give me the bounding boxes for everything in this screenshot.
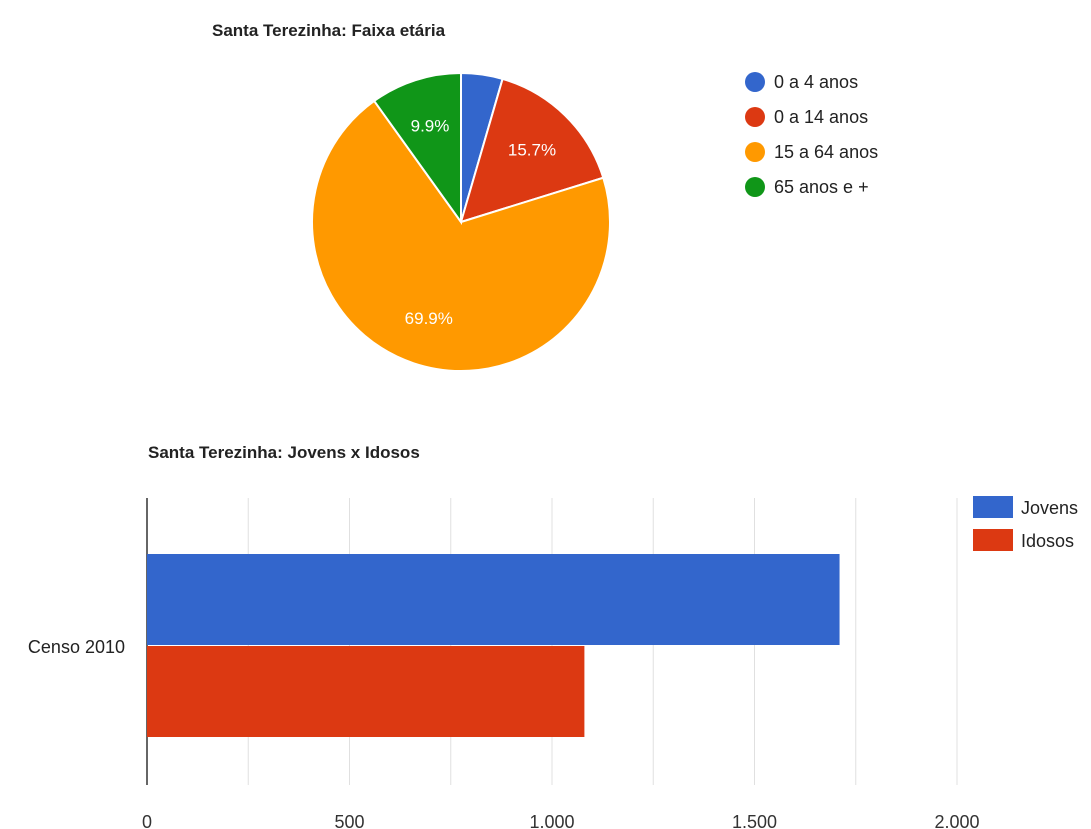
bar-legend-swatch xyxy=(973,529,1013,551)
x-tick-label: 2.000 xyxy=(934,812,979,829)
pie-legend-label: 0 a 14 anos xyxy=(774,107,868,127)
pie-slice-label: 9.9% xyxy=(411,117,450,136)
pie-chart: 15.7% 69.9% 9.9% xyxy=(311,71,611,372)
bar-chart-x-axis: 0 500 1.000 1.500 2.000 xyxy=(142,812,980,829)
pie-legend-label: 65 anos e + xyxy=(774,177,869,197)
x-tick-label: 1.500 xyxy=(732,812,777,829)
bar-chart-title: Santa Terezinha: Jovens x Idosos xyxy=(148,443,420,462)
pie-slice-label: 69.9% xyxy=(405,309,453,328)
bar-legend: Jovens Idosos xyxy=(973,496,1078,551)
pie-legend-marker xyxy=(745,107,765,127)
pie-legend-marker xyxy=(745,142,765,162)
bar-jovens xyxy=(147,554,840,645)
pie-slice xyxy=(459,77,605,224)
bar-idosos xyxy=(147,646,585,737)
bar-legend-swatch xyxy=(973,496,1013,518)
bar-chart-y-axis: Censo 2010 xyxy=(28,637,125,657)
pie-slice-label: 15.7% xyxy=(508,141,556,160)
pie-legend: 0 a 4 anos 0 a 14 anos 15 a 64 anos 65 anos… xyxy=(745,72,878,197)
pie-legend-label: 0 a 4 anos xyxy=(774,72,858,92)
x-tick-label: 1.000 xyxy=(529,812,574,829)
pie-legend-marker xyxy=(745,177,765,197)
pie-slice xyxy=(372,71,462,226)
pie-chart-title: Santa Terezinha: Faixa etária xyxy=(212,21,446,40)
pie-legend-label: 15 a 64 anos xyxy=(774,142,878,162)
category-label: Censo 2010 xyxy=(28,637,125,657)
bar-legend-label: Jovens xyxy=(1021,498,1078,518)
bar-legend-label: Idosos xyxy=(1021,531,1074,551)
x-tick-label: 0 xyxy=(142,812,152,829)
pie-legend-marker xyxy=(745,72,765,92)
bar-chart-bars xyxy=(147,554,840,737)
pie-slice xyxy=(311,99,611,372)
x-tick-label: 500 xyxy=(334,812,364,829)
